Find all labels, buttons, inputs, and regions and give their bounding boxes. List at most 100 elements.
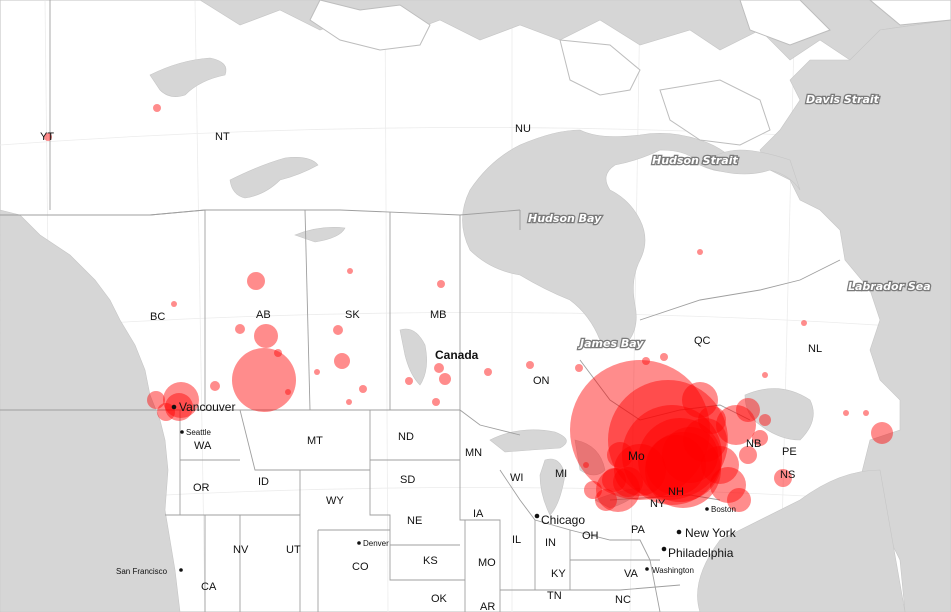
data-bubble — [596, 468, 640, 512]
water-label-labrador-sea: Labrador Sea — [848, 280, 931, 293]
data-bubble — [762, 372, 768, 378]
data-bubble — [645, 432, 721, 508]
data-bubble — [843, 410, 849, 416]
city-label-seattle: Seattle — [186, 428, 211, 437]
region-label-nu: NU — [515, 123, 531, 135]
data-bubble — [698, 406, 726, 434]
data-bubble — [871, 422, 893, 444]
city-dot-chicago — [534, 513, 540, 519]
region-label-bc: BC — [150, 311, 165, 323]
region-label-nt: NT — [215, 131, 230, 143]
data-bubble — [439, 373, 451, 385]
region-label-or: OR — [193, 482, 210, 494]
city-dot-boston — [705, 507, 709, 511]
data-bubble — [254, 324, 278, 348]
water-labels: Davis Strait Hudson Strait Hudson Bay La… — [527, 92, 932, 352]
data-bubble — [727, 488, 751, 512]
region-label-mt: MT — [307, 435, 323, 447]
data-bubble — [584, 481, 602, 499]
region-label-wy: WY — [326, 495, 344, 507]
data-bubble — [405, 377, 413, 385]
city-dot-vancouver — [171, 404, 177, 410]
region-label-ut: UT — [286, 544, 301, 556]
data-bubble — [739, 446, 757, 464]
water-label-hudson-bay: Hudson Bay — [528, 212, 602, 225]
region-label-qc: QC — [694, 335, 711, 347]
water-label-davis-strait: Davis Strait — [806, 93, 880, 106]
data-bubble — [274, 349, 282, 357]
region-label-ne: NE — [407, 515, 422, 527]
data-bubble — [346, 399, 352, 405]
region-label-il: IL — [512, 534, 521, 546]
city-label-vancouver: Vancouver — [179, 400, 235, 414]
region-label-ab: AB — [256, 309, 271, 321]
region-label-oh: OH — [582, 530, 599, 542]
data-bubble — [247, 272, 265, 290]
city-dot-washington — [645, 567, 649, 571]
region-label-co: CO — [352, 561, 369, 573]
data-bubble — [608, 380, 728, 500]
region-label-mo: MO — [478, 557, 496, 569]
data-bubble — [334, 353, 350, 369]
data-bubble — [235, 324, 245, 334]
data-bubble — [285, 389, 291, 395]
data-bubble — [736, 398, 760, 422]
region-label-mn: MN — [465, 447, 482, 459]
region-label-sd: SD — [400, 474, 415, 486]
region-label-ok: OK — [431, 593, 448, 605]
region-labels: YT NT NU BC AB SK MB ON QC NL NB PE NS W… — [40, 123, 822, 612]
data-bubble — [165, 393, 193, 421]
data-bubble — [638, 418, 722, 502]
data-bubble — [602, 468, 626, 492]
region-label-yt: YT — [40, 131, 54, 143]
region-label-ky: KY — [551, 568, 566, 580]
data-bubble — [646, 435, 706, 495]
borders — [0, 0, 841, 612]
region-label-nb: NB — [746, 438, 761, 450]
data-bubble — [583, 462, 589, 468]
country-label-canada: Canada — [435, 348, 479, 362]
data-bubble — [157, 403, 175, 421]
data-bubble — [163, 382, 199, 418]
city-markers: Vancouver Seattle San Francisco Denver C… — [116, 400, 737, 576]
data-bubble — [595, 489, 617, 511]
city-label-new-york: New York — [685, 526, 737, 540]
data-bubble — [642, 357, 650, 365]
data-bubble — [575, 364, 583, 372]
region-label-nv: NV — [233, 544, 249, 556]
data-bubble — [863, 410, 869, 416]
data-bubble — [752, 430, 768, 446]
data-bubble — [774, 469, 792, 487]
data-bubble — [147, 391, 165, 409]
city-dot-seattle — [180, 430, 184, 434]
region-label-ks: KS — [423, 555, 438, 567]
region-label-pe: PE — [782, 446, 797, 458]
region-label-mb: MB — [430, 309, 447, 321]
data-bubble — [683, 418, 727, 462]
data-bubble — [44, 133, 52, 141]
data-bubble — [484, 368, 492, 376]
city-dot-san-francisco — [179, 568, 183, 572]
region-label-wa: WA — [194, 440, 212, 452]
city-label-denver: Denver — [363, 539, 389, 548]
data-bubble — [622, 405, 722, 505]
region-label-ny: NY — [650, 498, 666, 510]
city-label-chicago: Chicago — [541, 513, 585, 527]
data-bubble — [314, 369, 320, 375]
data-bubble — [437, 280, 445, 288]
region-label-tn: TN — [547, 590, 562, 602]
city-label-montreal: Mo — [628, 449, 645, 463]
data-bubble — [662, 427, 718, 483]
city-label-philadelphia: Philadelphia — [668, 546, 734, 560]
city-dot-philadelphia — [661, 546, 667, 552]
bubble-layer — [44, 104, 893, 512]
water-label-james-bay: James Bay — [578, 337, 644, 350]
region-label-sk: SK — [345, 309, 360, 321]
data-bubble — [801, 320, 807, 326]
region-label-va: VA — [624, 568, 639, 580]
city-label-san-francisco: San Francisco — [116, 567, 168, 576]
data-bubble — [613, 467, 643, 497]
region-label-nl: NL — [808, 343, 822, 355]
